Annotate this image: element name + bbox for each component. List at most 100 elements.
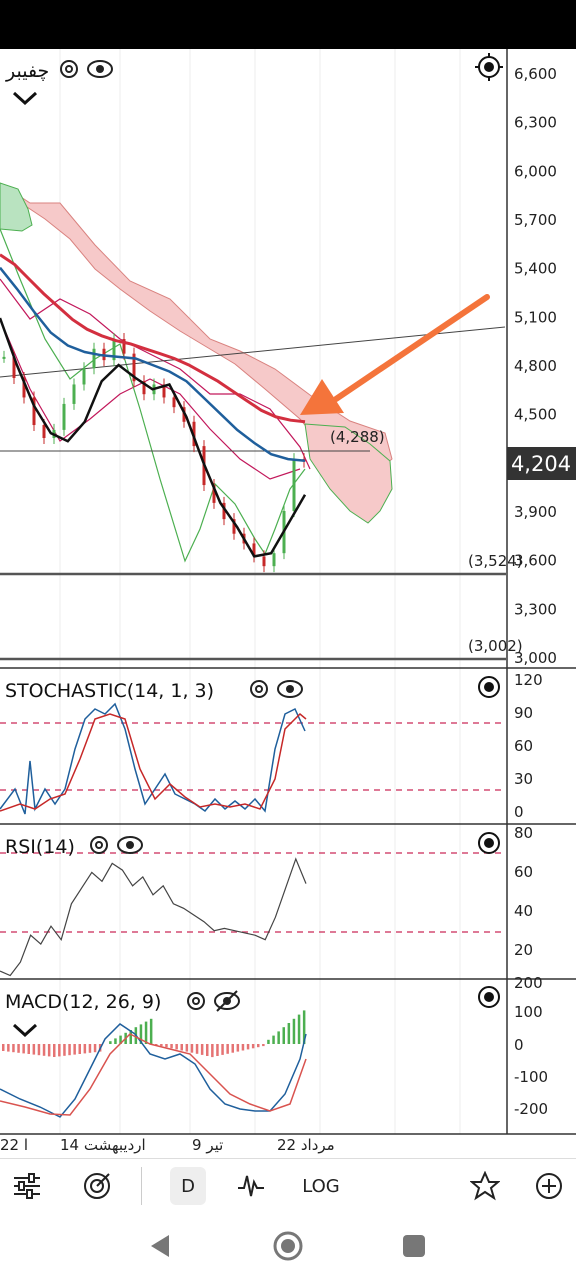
macd-bar-41 [211,1044,214,1058]
candle-body-1 [12,356,16,378]
candle-body-4 [42,425,46,438]
macd-bar-13 [68,1044,71,1056]
price-tick-5: 5,100 [514,308,557,326]
macd-pane [0,1010,307,1118]
macd-bar-34 [175,1044,178,1050]
android-nav-bar [0,1212,576,1280]
macd-bar-42 [216,1044,219,1056]
macd-title: MACD(12, 26, 9) [5,991,161,1013]
rsi-eye-icon[interactable] [117,836,143,854]
rsi-tick-2: 40 [514,902,533,920]
price-tick-8: 3,900 [514,503,557,521]
macd-bar-45 [231,1044,234,1053]
back-icon[interactable] [144,1230,176,1262]
eye-icon[interactable] [87,60,113,78]
level-label-3002: (3,002) [468,637,523,655]
ma-blue-line [0,266,306,462]
price-tick-10: 3,300 [514,600,557,618]
gear-icon[interactable] [60,60,78,78]
candle-body-13 [132,353,136,382]
rsi-gear-icon[interactable] [90,836,108,854]
stochastic-gear-icon[interactable] [250,680,268,698]
price-pane: (4,288) (3,524) (3,002) [0,182,523,661]
sliders-icon[interactable] [10,1167,44,1205]
macd-bar-25 [129,1030,132,1044]
candle-body-21 [212,485,216,503]
rsi-line [0,857,307,977]
add-icon[interactable] [532,1167,566,1205]
price-tick-2: 6,000 [514,162,557,180]
macd-bar-17 [88,1044,92,1053]
candle-body-17 [172,397,176,408]
eye-off-icon[interactable] [214,990,240,1012]
candle-body-2 [22,377,26,398]
macd-bar-29 [149,1018,153,1044]
indicator-icon[interactable] [234,1167,268,1205]
cloud-red-2 [304,423,393,524]
interval-button[interactable]: D [170,1167,206,1205]
candle-body-3 [32,397,36,426]
time-label-3: 22 مرداد [277,1136,335,1154]
candle-body-14 [142,381,146,395]
candle-body-6 [62,403,66,430]
price-axis: 6,600 6,300 6,000 5,700 5,400 5,100 4,800 4,500… [514,65,557,667]
macd-bar-50 [257,1044,260,1048]
current-price-badge [507,447,576,480]
toolbar-separator [141,1167,142,1205]
macd-bar-14 [73,1044,76,1055]
macd-crosshair-icon[interactable] [478,986,500,1008]
macd-chevron-down-icon[interactable] [12,1023,38,1038]
macd-tick-2: 0 [514,1036,524,1054]
recents-icon[interactable] [398,1230,430,1262]
macd-bar-53 [272,1035,275,1044]
current-price-label: 4,204 [511,452,571,476]
crosshair-icon[interactable] [475,53,503,81]
stoch-tick-2: 60 [514,737,533,755]
macd-bar-2 [12,1044,15,1053]
macd-bar-49 [251,1044,255,1049]
rsi-tick-0: 80 [514,824,533,842]
macd-bar-12 [63,1044,66,1056]
stochastic-crosshair-icon[interactable] [478,676,500,698]
macd-gear-icon[interactable] [187,992,205,1010]
rsi-crosshair-icon[interactable] [478,832,500,854]
macd-bar-8 [42,1044,46,1056]
macd-bar-47 [241,1044,245,1051]
drawing-tools-icon[interactable] [80,1167,114,1205]
macd-bar-44 [226,1044,229,1054]
candle-body-0 [2,356,6,359]
level-label-4288: (4,288) [330,428,385,446]
candle-body-11 [112,339,116,361]
macd-bar-22 [114,1038,117,1044]
bollinger-lower [0,318,301,480]
macd-bar-9 [47,1044,51,1057]
home-icon[interactable] [272,1230,304,1262]
log-button[interactable]: LOG [302,1175,340,1197]
price-tick-9: 3,600 [514,552,557,570]
rsi-pane [0,852,506,977]
ichimoku-green-line [0,228,306,563]
macd-bar-28 [144,1021,148,1044]
price-tick-4: 5,400 [514,260,557,278]
macd-bar-43 [221,1044,224,1055]
macd-bar-21 [109,1041,112,1044]
macd-bar-39 [200,1044,204,1055]
macd-bar-6 [32,1044,36,1055]
bottom-toolbar: D LOG [0,1158,576,1213]
macd-bar-7 [37,1044,41,1056]
stochastic-eye-icon[interactable] [277,680,303,698]
stochastic-pane [0,702,506,815]
macd-bar-35 [180,1044,183,1051]
macd-tick-3: -100 [514,1068,548,1086]
candle-body-25 [252,543,256,557]
chevron-down-icon[interactable] [12,91,38,106]
rsi-tick-1: 60 [514,863,533,881]
chart-area[interactable]: (4,288) (3,524) (3,002) 6,600 6,300 6,000 5… [0,49,576,1158]
macd-bar-18 [93,1044,97,1053]
star-icon[interactable] [468,1167,502,1205]
macd-tick-4: -200 [514,1100,548,1118]
candle-body-27 [272,553,276,567]
macd-bar-52 [267,1039,270,1044]
macd-bar-15 [78,1044,81,1054]
indicator-axes: 120 90 60 30 0 80 60 40 20 200 100 0 -100 -200 [514,671,548,1118]
